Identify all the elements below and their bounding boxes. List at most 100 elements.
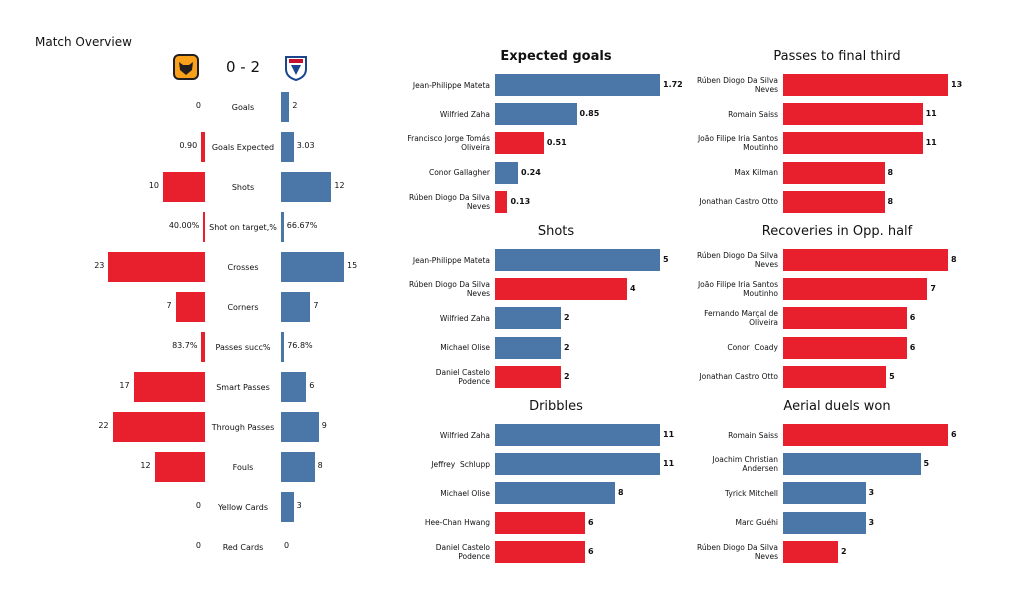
bar-value: 3 bbox=[868, 488, 875, 498]
bar-value: 5 bbox=[663, 255, 669, 264]
player-label: Rúben Diogo Da Silva Neves bbox=[696, 251, 781, 269]
home-bar bbox=[154, 452, 205, 482]
chart-title: Dribbles bbox=[529, 399, 583, 414]
home-value: 0 bbox=[195, 541, 201, 550]
bar bbox=[783, 511, 866, 534]
away-value: 12 bbox=[334, 181, 345, 190]
bar-value: 2 bbox=[564, 313, 570, 323]
bar-value: 0.85 bbox=[579, 109, 600, 119]
away-value: 3.03 bbox=[296, 141, 315, 150]
player-label: Wilfried Zaha bbox=[439, 313, 490, 323]
home-value: 10 bbox=[148, 181, 159, 190]
away-bar bbox=[281, 452, 315, 482]
stat-label: Shot on target,% bbox=[209, 222, 277, 232]
player-label: Daniel Castelo Podence bbox=[435, 542, 493, 561]
home-bar bbox=[175, 292, 205, 322]
away-value: 15 bbox=[347, 261, 358, 270]
player-label: Romain Saiss bbox=[728, 430, 778, 440]
bar-value: 11 bbox=[925, 109, 937, 119]
player-label: João Filipe Iria Santos Moutinho bbox=[697, 280, 781, 299]
stat-label: Corners bbox=[227, 302, 259, 312]
bar bbox=[783, 482, 866, 505]
bar-value: 0.51 bbox=[546, 138, 567, 148]
bar bbox=[783, 424, 948, 446]
player-label: João Filipe Iria Santos Moutinho bbox=[697, 134, 781, 153]
away-value: 66.67% bbox=[286, 221, 318, 230]
bar bbox=[495, 249, 660, 271]
stat-label: Goals Expected bbox=[211, 142, 275, 152]
bar-value: 6 bbox=[909, 313, 916, 323]
home-bar bbox=[108, 252, 205, 282]
bar-value: 2 bbox=[564, 342, 570, 352]
away-bar bbox=[281, 132, 294, 162]
bar-value: 5 bbox=[923, 459, 930, 469]
home-value: 40.00% bbox=[168, 221, 200, 230]
home-value: 17 bbox=[119, 381, 130, 390]
stat-label: Red Cards bbox=[222, 542, 264, 552]
away-bar bbox=[281, 212, 284, 242]
bar bbox=[783, 453, 921, 476]
chart-title: Shots bbox=[537, 224, 575, 239]
away-bar bbox=[281, 252, 344, 282]
bar bbox=[783, 278, 928, 301]
player-label: Romain Saiss bbox=[728, 109, 778, 119]
home-value: 83.7% bbox=[172, 341, 198, 350]
stat-label: Shots bbox=[231, 182, 255, 192]
bar-value: 8 bbox=[618, 488, 624, 498]
bar-value: 1.72 bbox=[663, 80, 683, 89]
bar-value: 6 bbox=[909, 342, 916, 352]
chart-title: Match Overview bbox=[35, 35, 132, 49]
stat-label: Smart Passes bbox=[216, 382, 270, 392]
bar bbox=[495, 103, 577, 126]
away-bar bbox=[281, 412, 319, 442]
bar bbox=[783, 365, 887, 388]
bar-value: 6 bbox=[951, 430, 957, 439]
player-label: Wilfried Zaha bbox=[439, 430, 490, 440]
stat-label: Passes succ% bbox=[215, 342, 271, 352]
player-label: Michael Olise bbox=[440, 488, 490, 498]
home-value: 22 bbox=[98, 421, 109, 430]
player-label: Jean-Philippe Mateta bbox=[412, 255, 490, 265]
bar bbox=[783, 103, 923, 126]
player-label: Jonathan Castro Otto bbox=[699, 372, 778, 382]
bar bbox=[495, 161, 519, 184]
bar bbox=[783, 540, 838, 563]
bar bbox=[495, 336, 561, 359]
bar bbox=[495, 482, 615, 505]
stat-label: Yellow Cards bbox=[217, 502, 269, 512]
bar bbox=[495, 453, 660, 476]
home-value: 7 bbox=[166, 301, 172, 310]
away-value: 6 bbox=[309, 381, 315, 390]
player-label: Marc Guéhi bbox=[735, 518, 778, 528]
away-value: 76.8% bbox=[287, 341, 313, 350]
away-bar bbox=[281, 332, 285, 362]
player-label: Hee-Chan Hwang bbox=[424, 518, 490, 528]
away-value: 3 bbox=[296, 501, 302, 510]
bar-value: 8 bbox=[887, 167, 894, 177]
away-bar bbox=[281, 292, 311, 322]
bar bbox=[783, 161, 885, 184]
bar-value: 5 bbox=[889, 371, 895, 381]
stat-label: Fouls bbox=[232, 462, 254, 472]
player-label: Rúben Diogo Da Silva Neves bbox=[696, 542, 781, 561]
bar-value: 6 bbox=[588, 517, 594, 527]
player-label: Daniel Castelo Podence bbox=[435, 367, 493, 386]
bar bbox=[495, 365, 561, 388]
player-label: Wilfried Zaha bbox=[439, 109, 490, 119]
bar bbox=[783, 249, 948, 271]
bar bbox=[495, 74, 660, 96]
away-value: 0 bbox=[284, 541, 290, 550]
bar bbox=[495, 190, 508, 213]
bar-value: 0.13 bbox=[510, 196, 531, 206]
chart-title: Expected goals bbox=[500, 49, 612, 64]
bar bbox=[783, 132, 923, 155]
chart-title: Passes to final third bbox=[773, 49, 901, 64]
home-bar bbox=[133, 372, 205, 402]
home-bar bbox=[203, 212, 205, 242]
bar-value: 8 bbox=[887, 196, 894, 206]
bar bbox=[495, 424, 660, 446]
home-value: 0 bbox=[195, 501, 201, 510]
home-value: 23 bbox=[94, 261, 105, 270]
chart-title: Aerial duels won bbox=[783, 399, 891, 414]
home-logo bbox=[173, 54, 199, 80]
